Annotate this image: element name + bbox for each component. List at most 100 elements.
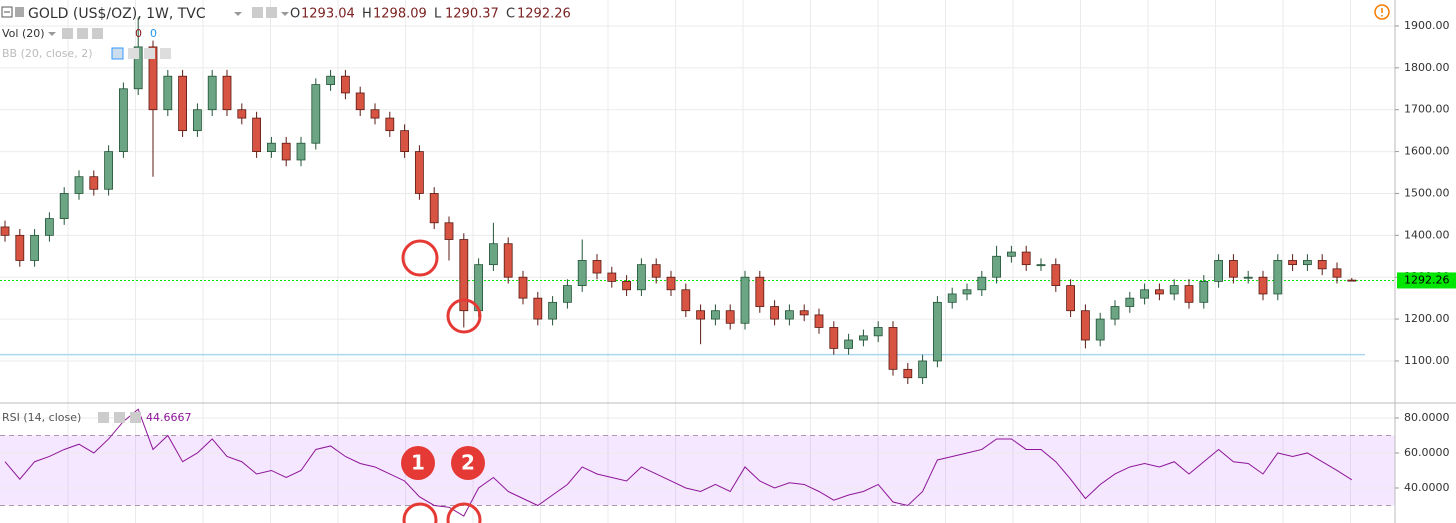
candle-body [755,276,765,307]
indicator-icon[interactable] [160,48,171,59]
dropdown-caret[interactable] [48,32,56,36]
symbol-icon [15,7,24,17]
candle-body [1288,260,1297,266]
candle-body [281,142,291,161]
candle-body [1317,260,1327,270]
annotation-circle [402,502,438,523]
plot [0,17,1395,517]
candle-body [104,151,113,190]
marker-badge [451,446,485,480]
candle-body [1273,260,1283,295]
rsi-label: RSI (14, close) [2,411,81,424]
volume-label: Vol (20) [2,27,45,40]
dropdown-caret[interactable] [281,12,289,16]
candle-body [918,360,927,379]
candle-body [0,226,10,236]
candle-body [711,310,720,320]
candle-body [178,75,188,132]
candle-body [1199,280,1209,303]
candle-body [207,75,217,111]
indicator-icon[interactable] [128,48,139,59]
candle-body [163,75,173,111]
candle-body [725,310,735,324]
candle-body [696,310,705,320]
candle-body [1214,260,1223,282]
y-tick-label: 1900.00 [1404,19,1450,32]
candle-body [1229,260,1238,278]
candle-body [1081,310,1090,341]
candle-body [1036,264,1046,267]
candle-body [340,75,350,94]
settings-icon[interactable] [252,7,263,18]
candle-body [607,272,617,282]
candle-body [326,75,336,85]
dropdown-caret[interactable] [234,12,242,16]
y-tick-label: 80.0000 [1404,411,1450,424]
candle-body [873,327,883,337]
candle-body [859,335,868,341]
candle-body [266,142,276,152]
y-tick-label: 40.0000 [1404,481,1450,494]
marker-label: 2 [461,451,475,475]
candle-body [459,239,469,312]
indicator-icon[interactable] [62,28,73,39]
indicator-icon[interactable] [98,412,109,423]
y-tick-label: 1400.00 [1404,228,1450,241]
candle-body [133,46,143,90]
indicator-icon[interactable] [111,47,124,60]
y-tick-label: 1100.00 [1404,354,1450,367]
last-price-tag [1397,272,1456,289]
candle-body [977,276,987,291]
candle-body [563,285,572,303]
candle-body [252,117,262,152]
collapse-icon[interactable] [1,6,13,18]
candle-body [577,260,587,286]
candle-body [222,75,232,111]
ohlc-legend: O 1293.04 H 1298.09 L 1290.37 C 1292.26 [290,7,571,22]
indicator-icon[interactable] [144,48,155,59]
candle-body [622,280,631,291]
candle-body [681,289,691,312]
candle-body [518,276,528,299]
candle-body [829,327,839,349]
candle-body [1184,285,1194,303]
candle-body [1258,276,1268,295]
indicator-icon[interactable] [114,412,125,423]
bb-label: BB (20, close, 2) [2,47,93,60]
ohlc-key: O [290,7,300,22]
rsi-band [0,435,1395,506]
ohlc-value: 1290.37 [445,7,499,22]
indicator-icon[interactable] [92,28,103,39]
candle-body [1169,285,1179,295]
candle-body [1007,251,1016,257]
indicator-icon[interactable] [130,412,141,423]
y-tick-label: 1500.00 [1404,186,1450,199]
rsi-value: 44.6667 [146,411,192,424]
alert-icon[interactable] [1374,4,1390,20]
candle-body [45,218,54,236]
annotation-circle [446,502,482,523]
candle-body [651,264,661,278]
candle-body [740,276,750,324]
candle-body [1125,297,1135,307]
annotation-circle [446,298,482,334]
candle-body [1155,289,1164,295]
indicator-icon[interactable] [77,28,88,39]
candle-body [785,310,794,320]
candle-body [148,46,158,111]
volume-value: 0 [150,27,157,40]
candle-body [666,276,676,291]
candle-body [844,339,853,349]
ohlc-value: 1298.09 [373,7,427,22]
candle-body [1303,260,1312,266]
candle-body [119,88,128,152]
settings-icon[interactable] [266,7,277,18]
candle-body [962,289,972,295]
candle-body [1051,264,1061,286]
rsi-line [4,408,1353,517]
candle-body [1021,251,1031,266]
candle-body [355,92,365,111]
ohlc-value: 1293.04 [301,7,355,22]
candle-body [814,314,824,328]
